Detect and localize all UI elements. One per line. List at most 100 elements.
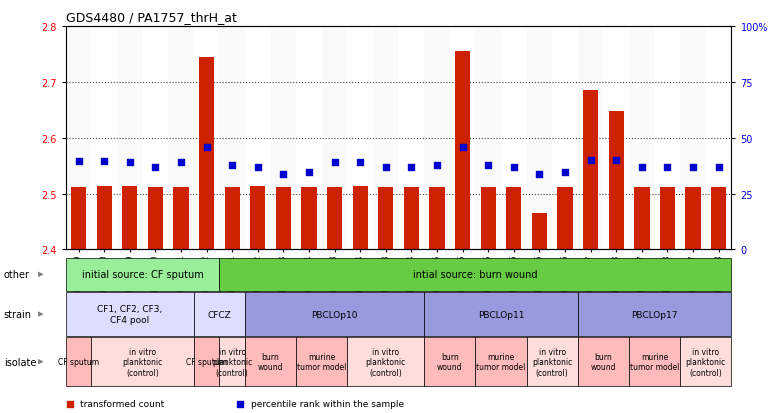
Text: initial source: CF sputum: initial source: CF sputum <box>82 270 204 280</box>
Bar <box>322 27 348 250</box>
Point <box>431 162 444 169</box>
Bar <box>655 27 680 250</box>
Bar <box>424 337 475 386</box>
Bar <box>245 27 271 250</box>
Bar <box>296 27 322 250</box>
Text: CF sputum: CF sputum <box>186 357 227 366</box>
Bar <box>245 337 296 386</box>
Bar <box>481 188 496 250</box>
Bar <box>66 258 219 291</box>
Bar <box>168 27 194 250</box>
Point <box>98 159 111 165</box>
Text: murine
tumor model: murine tumor model <box>630 352 680 371</box>
Point <box>124 159 136 166</box>
Bar <box>424 27 450 250</box>
Point <box>559 170 571 176</box>
Point <box>200 145 213 151</box>
Text: strain: strain <box>4 309 32 319</box>
Bar <box>271 27 296 250</box>
Bar <box>685 188 700 250</box>
Point <box>635 164 648 171</box>
Text: in vitro
planktonic
(control): in vitro planktonic (control) <box>212 347 252 377</box>
Bar <box>148 188 163 250</box>
Bar <box>352 186 368 250</box>
Bar <box>97 186 112 250</box>
Bar <box>378 188 393 250</box>
Bar <box>711 188 726 250</box>
Bar <box>526 337 578 386</box>
Bar <box>604 27 629 250</box>
Bar <box>348 337 424 386</box>
Bar <box>424 292 578 337</box>
Bar <box>71 188 86 250</box>
Bar <box>659 188 675 250</box>
Bar <box>532 214 547 250</box>
Text: in vitro
planktonic
(control): in vitro planktonic (control) <box>532 347 572 377</box>
Bar <box>348 27 373 250</box>
Bar <box>122 186 138 250</box>
Point <box>354 159 366 166</box>
Point <box>533 171 546 178</box>
Bar <box>399 27 424 250</box>
Point <box>379 164 392 171</box>
Bar <box>475 27 501 250</box>
Bar <box>526 27 552 250</box>
Point <box>482 162 495 169</box>
Point <box>252 164 264 171</box>
Bar <box>194 337 219 386</box>
Text: CF1, CF2, CF3,
CF4 pool: CF1, CF2, CF3, CF4 pool <box>98 305 163 324</box>
Bar <box>219 337 245 386</box>
Text: burn
wound: burn wound <box>258 352 283 371</box>
Bar <box>194 27 219 250</box>
Point <box>687 164 699 171</box>
Bar <box>66 337 91 386</box>
Bar <box>680 27 706 250</box>
Bar <box>117 27 142 250</box>
Bar <box>219 27 245 250</box>
Text: intial source: burn wound: intial source: burn wound <box>413 270 538 280</box>
Bar <box>66 292 194 337</box>
Text: PBCLOp17: PBCLOp17 <box>632 310 678 319</box>
Bar <box>552 27 578 250</box>
Text: GDS4480 / PA1757_thrH_at: GDS4480 / PA1757_thrH_at <box>66 11 237 24</box>
Point <box>457 145 469 151</box>
Bar <box>634 188 649 250</box>
Text: PBCLOp10: PBCLOp10 <box>311 310 358 319</box>
Text: in vitro
planktonic
(control): in vitro planktonic (control) <box>122 347 163 377</box>
Point <box>712 164 724 171</box>
Bar <box>501 27 526 250</box>
Text: in vitro
planktonic
(control): in vitro planktonic (control) <box>365 347 406 377</box>
Text: burn
wound: burn wound <box>591 352 616 371</box>
Bar <box>455 52 471 250</box>
Bar <box>173 188 189 250</box>
Bar <box>373 27 399 250</box>
Point <box>328 159 341 166</box>
Point <box>149 165 162 171</box>
Point <box>73 159 85 165</box>
Text: PBCLOp11: PBCLOp11 <box>478 310 524 319</box>
Bar <box>608 112 624 250</box>
Bar <box>245 292 424 337</box>
Point <box>610 157 622 164</box>
Bar <box>475 337 526 386</box>
Bar <box>557 188 573 250</box>
Bar <box>250 186 265 250</box>
Bar <box>404 188 419 250</box>
Text: percentile rank within the sample: percentile rank within the sample <box>251 399 404 408</box>
Bar <box>301 188 317 250</box>
Point <box>584 157 597 164</box>
Bar <box>450 27 475 250</box>
Text: CF sputum: CF sputum <box>58 357 99 366</box>
Text: isolate: isolate <box>4 357 36 367</box>
Bar <box>91 337 194 386</box>
Bar <box>296 337 348 386</box>
Text: burn
wound: burn wound <box>437 352 463 371</box>
Point <box>277 171 289 178</box>
Bar <box>276 188 291 250</box>
Text: in vitro
planktonic
(control): in vitro planktonic (control) <box>686 347 726 377</box>
Bar <box>578 27 604 250</box>
Bar <box>629 337 680 386</box>
Point <box>406 164 418 171</box>
Bar <box>629 27 655 250</box>
Bar <box>430 188 445 250</box>
